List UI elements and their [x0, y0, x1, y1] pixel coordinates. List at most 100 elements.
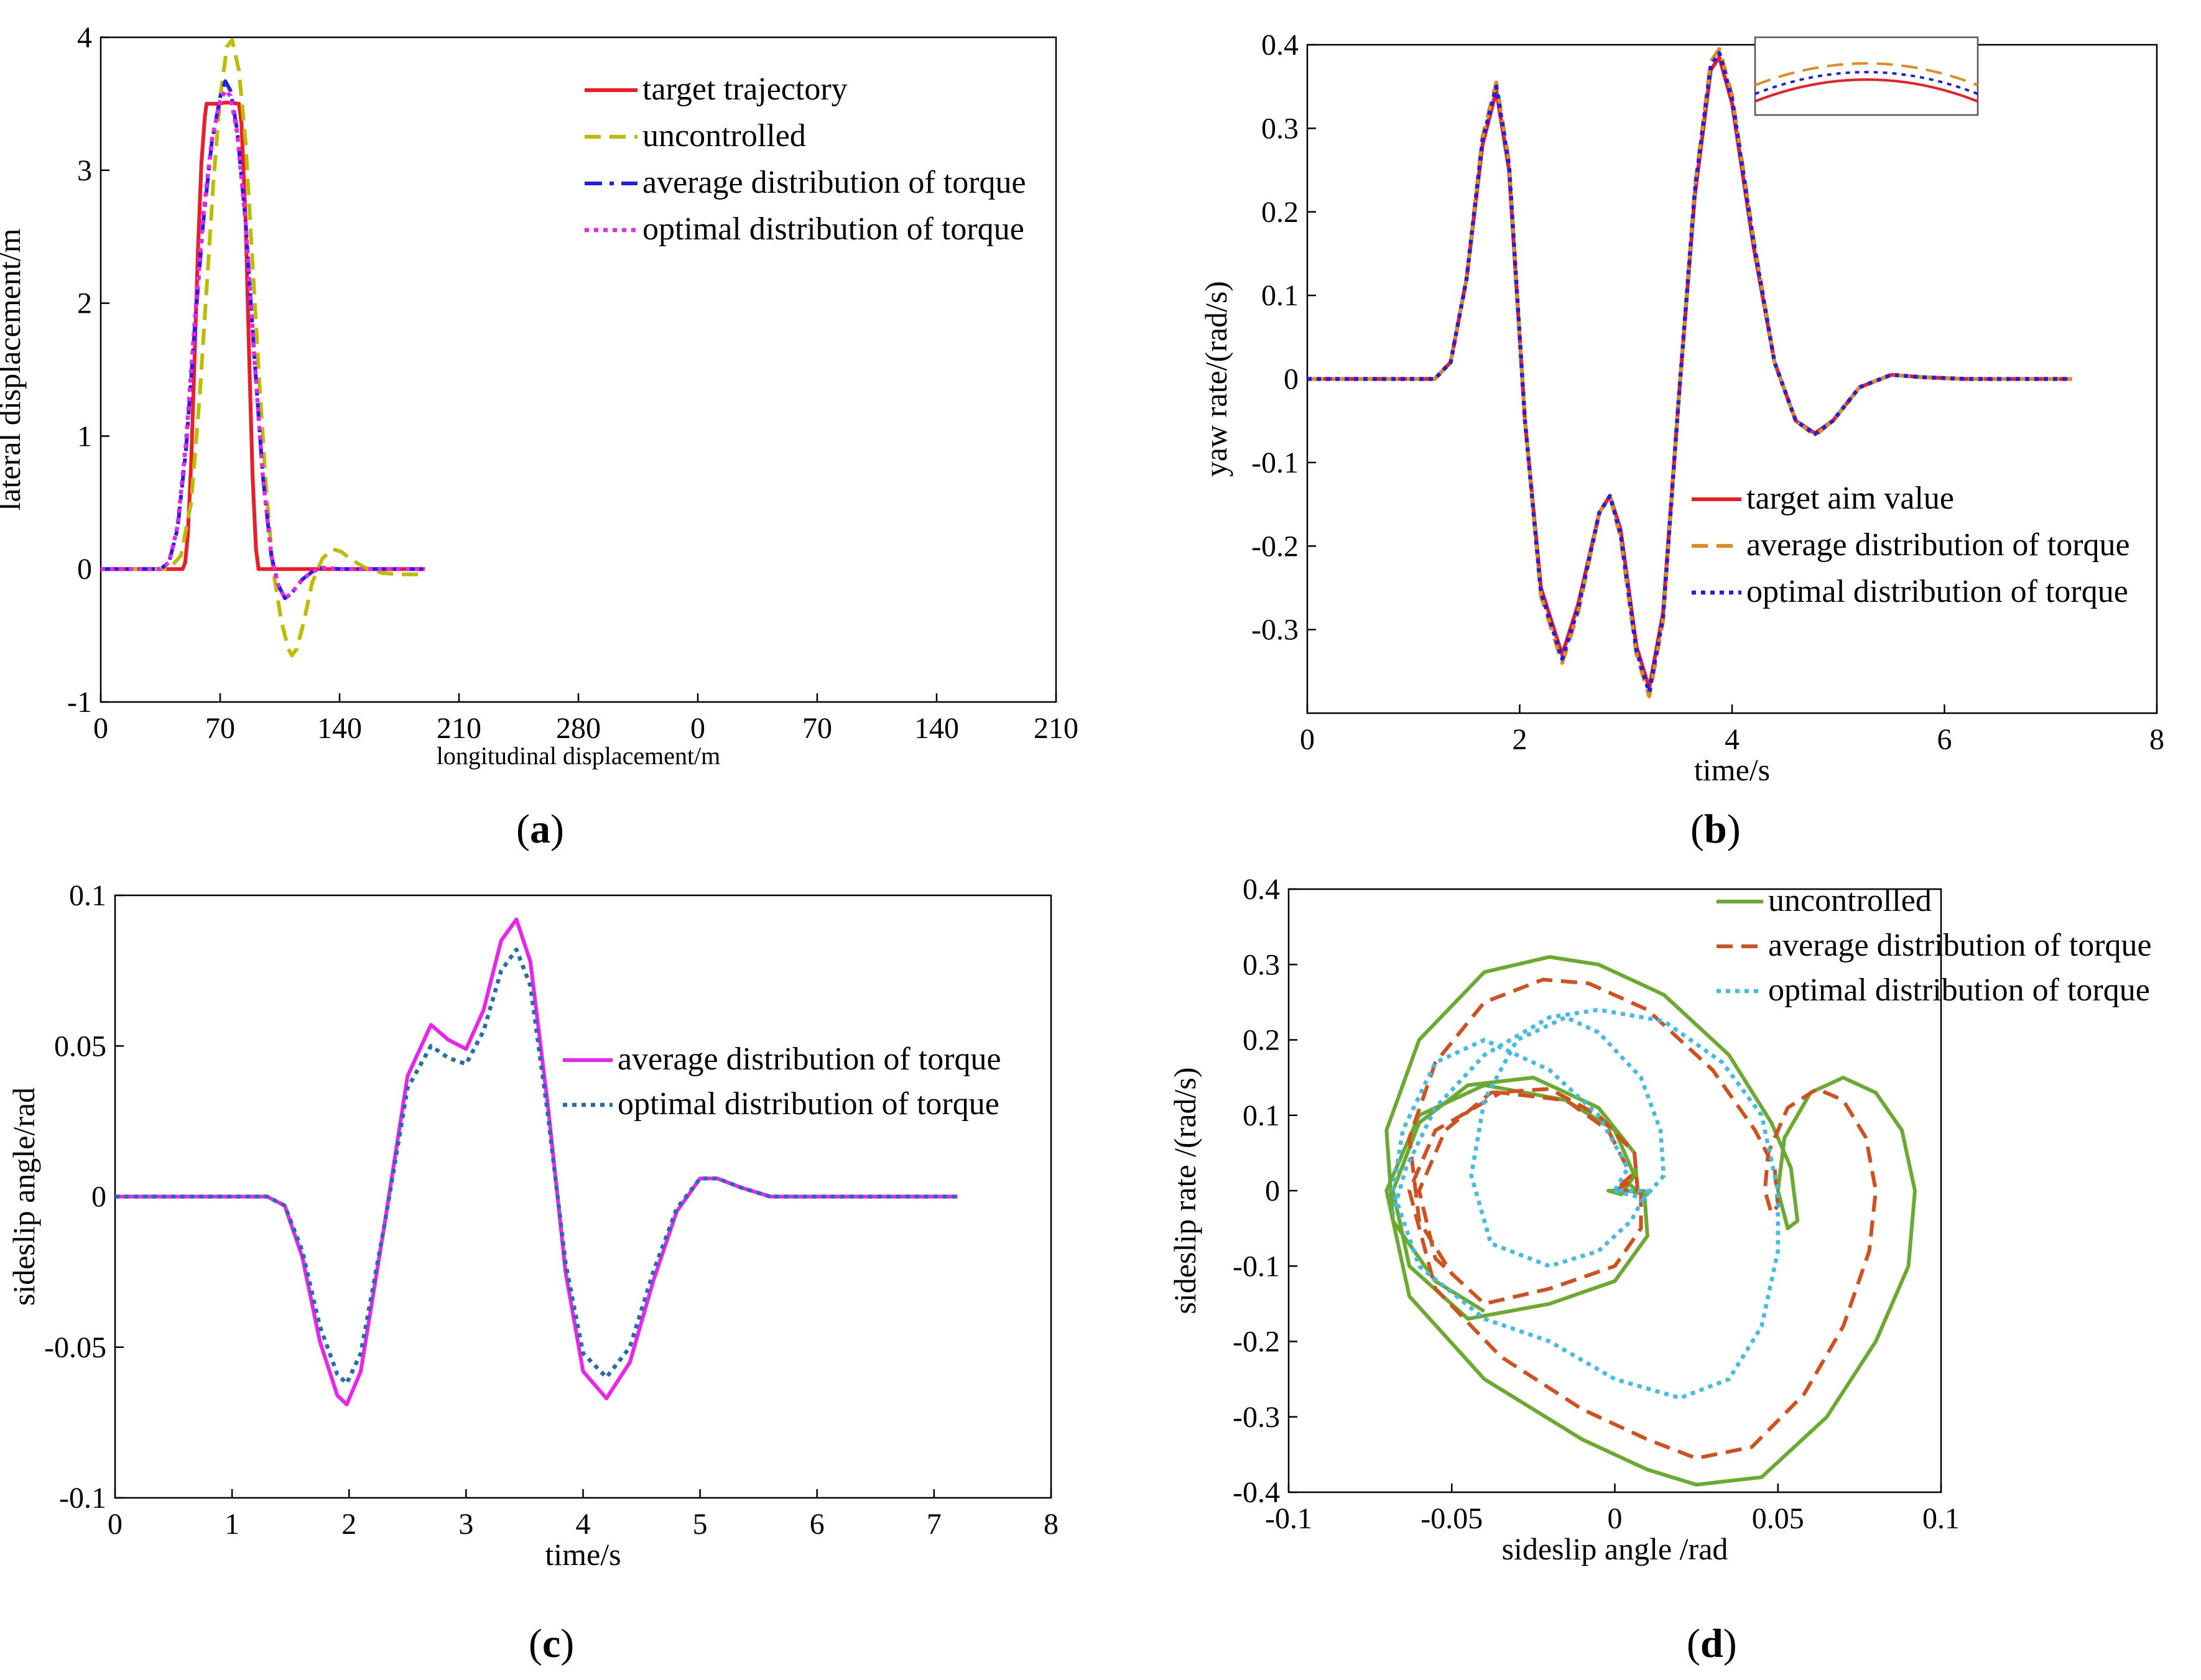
series-a-0	[101, 100, 425, 571]
x-tick-label: 2	[1513, 723, 1527, 756]
y-tick-label: 1	[77, 420, 92, 453]
x-tick-label: 140	[914, 712, 959, 745]
panel-paren: (	[1687, 1621, 1700, 1666]
inset-curve	[1754, 78, 1978, 103]
y-tick-label: 0	[1265, 1175, 1280, 1207]
y-axis-label: sideslip rate /(rad/s)	[1167, 1067, 1202, 1314]
chart-a: 0 70 140 210 280 0 70 140 210-101234longitudinal…	[0, 21, 1078, 852]
legend: average distribution of torque optimal di…	[563, 1041, 1001, 1122]
x-tick-label: 0	[1300, 723, 1315, 756]
legend-label: optimal distribution of torque	[1746, 574, 2128, 609]
panel-letter: b	[1704, 806, 1727, 852]
x-tick-label: -0.1	[1265, 1502, 1312, 1535]
x-tick-label: 4	[576, 1508, 591, 1541]
legend-label: target aim value	[1746, 481, 1954, 516]
inset-curve	[1754, 62, 1978, 86]
panel-paren: )	[1723, 1621, 1737, 1666]
x-tick-label: 0	[108, 1508, 123, 1541]
y-tick-label: 0.1	[1243, 1099, 1280, 1132]
series-d-1	[1407, 977, 1878, 1461]
x-tick-label: 0.05	[1752, 1502, 1804, 1535]
x-tick-label: 210	[1034, 712, 1078, 745]
y-tick-label: 0.3	[1261, 112, 1299, 145]
series-a-1	[101, 38, 425, 658]
panel-letter: d	[1700, 1621, 1723, 1666]
series-b-2	[1307, 51, 2072, 695]
x-axis-label: time/s	[1694, 752, 1770, 787]
panel-letter: c	[542, 1621, 560, 1666]
y-tick-label: 0.1	[69, 879, 106, 912]
x-tick-label: 70	[205, 712, 235, 745]
panel-label: (b)	[1690, 806, 1741, 852]
panel-paren: )	[550, 806, 564, 852]
y-tick-label: -1	[67, 686, 92, 719]
y-tick-label: -0.3	[1233, 1401, 1280, 1434]
x-tick-label: 0.1	[1922, 1502, 1960, 1535]
x-tick-label: 280	[556, 712, 601, 745]
legend: target aim value average distribution of …	[1692, 481, 2130, 609]
series-d-2	[1391, 1007, 1781, 1400]
panel-paren: (	[529, 1621, 542, 1666]
legend-label: uncontrolled	[642, 118, 806, 154]
chart-d: -0.1 -0.05 0 0.05 0.1 -0.4 -0.3 -0.2 -0.1 0 0.1 0.2…	[1167, 873, 2152, 1666]
x-axis-label: longitudinal displacement/m	[437, 742, 721, 770]
series-a-2	[101, 79, 425, 601]
y-tick-label: 3	[77, 154, 92, 187]
y-axis-label: sideslip angle/rad	[6, 1087, 41, 1306]
legend-label: average distribution of torque	[642, 165, 1026, 200]
y-tick-label: -0.3	[1251, 614, 1299, 647]
x-tick-label: 6	[1937, 723, 1952, 756]
y-tick-label: 0.05	[54, 1030, 106, 1063]
y-axis-label: yaw rate/(rad/s)	[1198, 281, 1233, 477]
y-tick-label: 0	[1284, 363, 1299, 396]
x-tick-label: 0	[1608, 1502, 1623, 1535]
x-tick-label: 210	[437, 712, 481, 745]
x-tick-label: 3	[458, 1508, 473, 1541]
x-tick-label: 6	[810, 1508, 825, 1541]
series-c-1	[115, 947, 958, 1386]
y-tick-label: 0.1	[1261, 279, 1299, 312]
y-tick-label: 0	[91, 1181, 106, 1214]
y-tick-label: 0.2	[1243, 1024, 1280, 1057]
legend: uncontrolled average distribution of torq…	[1717, 883, 2152, 1008]
y-tick-label: -0.1	[1233, 1250, 1280, 1283]
y-axis-label: lateral displacement/m	[0, 228, 27, 510]
y-tick-label: -0.1	[59, 1482, 106, 1515]
inset-curve	[1754, 71, 1978, 95]
y-tick-label: 0.2	[1261, 196, 1299, 229]
x-tick-label: 8	[2149, 723, 2164, 756]
x-tick-label: 7	[927, 1508, 942, 1541]
inset-frame	[1754, 36, 1979, 116]
panel-label: (d)	[1687, 1621, 1737, 1666]
chart-c: 0 1 2 3 4 5 6 7 8 -0.1 -0.05 0 0.05 0.1 time/s sideslip…	[6, 879, 1059, 1666]
series-a-3	[101, 88, 425, 601]
series-c-0	[115, 917, 958, 1406]
panel-paren: )	[1727, 806, 1741, 852]
x-tick-label: 8	[1044, 1508, 1059, 1541]
y-tick-label: 0.3	[1243, 948, 1280, 981]
x-axis-label: sideslip angle /rad	[1502, 1531, 1728, 1566]
legend-label: average distribution of torque	[618, 1041, 1001, 1077]
series-d-0	[1384, 955, 1917, 1487]
panel-paren: (	[516, 806, 530, 852]
y-tick-label: -0.2	[1251, 530, 1299, 563]
legend-label: optimal distribution of torque	[618, 1086, 999, 1122]
y-tick-label: -0.1	[1251, 446, 1299, 479]
legend-label: target trajectory	[642, 72, 848, 107]
legend-label: optimal distribution of torque	[642, 211, 1024, 247]
x-tick-label: 70	[802, 712, 832, 745]
y-tick-label: 0.4	[1243, 873, 1280, 906]
chart-b: 0 2 4 6 8 -0.3 -0.2 -0.1 0 0.1 0.2 0.3 0.4 time/s yaw …	[1198, 29, 2164, 852]
panel-paren: )	[560, 1621, 574, 1666]
legend-label: average distribution of torque	[1746, 527, 2130, 563]
y-tick-label: 0	[77, 553, 92, 586]
legend: target trajectory uncontrolled average dis…	[585, 72, 1026, 247]
panel-paren: (	[1690, 806, 1704, 852]
x-tick-label: 0	[690, 712, 705, 745]
panel-label: (a)	[516, 806, 564, 852]
y-tick-label: -0.2	[1233, 1326, 1280, 1359]
panel-letter: a	[530, 806, 550, 852]
y-tick-label: 0.4	[1261, 29, 1299, 62]
panel-label: (c)	[529, 1621, 574, 1666]
